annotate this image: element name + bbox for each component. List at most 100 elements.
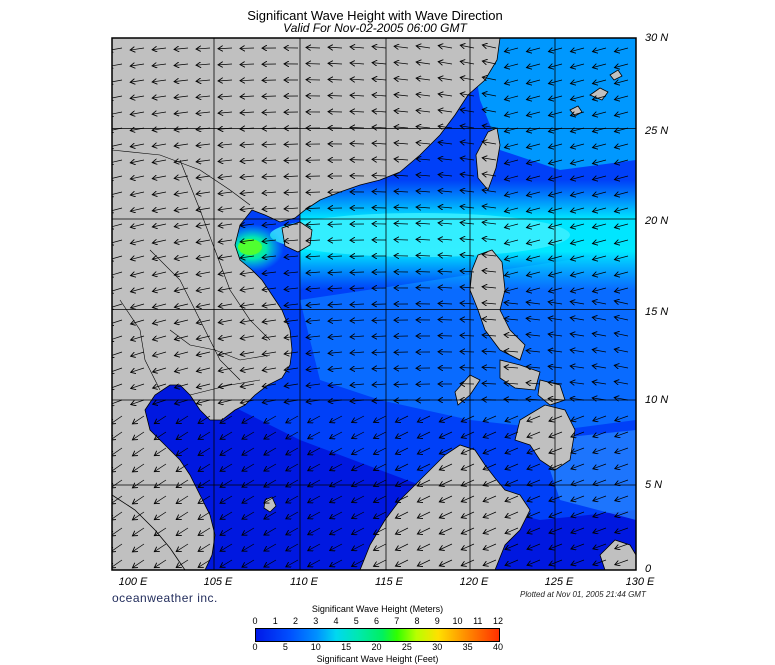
wave-arrow [112, 319, 123, 324]
wave-arrow [505, 559, 519, 565]
wave-arrow [615, 511, 629, 517]
wave-arrow [570, 334, 585, 336]
wave-arrow [132, 479, 145, 488]
wave-arrow [592, 366, 607, 368]
wave-arrow [196, 48, 211, 49]
meter-tick: 1 [272, 616, 278, 626]
wave-arrow [218, 80, 233, 81]
wave-arrow [614, 176, 629, 180]
wave-arrow [196, 352, 211, 355]
wave-arrow [526, 302, 541, 304]
wave-arrow [174, 320, 189, 323]
wave-arrow [153, 352, 167, 356]
wave-arrow [154, 479, 167, 488]
wave-arrow [306, 224, 321, 225]
wave-arrow [548, 128, 563, 132]
wave-arrow [460, 206, 475, 208]
wave-arrow [350, 400, 365, 401]
wave-arrow [286, 415, 299, 423]
wave-arrow [262, 400, 277, 403]
wave-arrow [328, 272, 343, 273]
wave-arrow [593, 543, 607, 549]
wave-arrow [152, 80, 167, 82]
wave-arrow [549, 415, 563, 421]
wave-arrow [548, 334, 563, 336]
wave-arrow [395, 479, 409, 486]
wave-arrow [526, 192, 541, 196]
wave-arrow [262, 304, 277, 306]
wave-arrow [308, 463, 321, 471]
wave-arrow [328, 400, 343, 402]
wave-arrow [416, 255, 431, 256]
wave-arrow [152, 160, 167, 163]
wave-arrow [112, 335, 123, 340]
lon-label-120e: 120 E [459, 576, 489, 588]
wave-arrow [571, 415, 585, 421]
wave-arrow [112, 160, 123, 163]
wave-arrow [196, 256, 211, 259]
wave-arrow [220, 511, 233, 519]
wave-arrow [176, 447, 189, 456]
wave-arrow [439, 447, 453, 454]
wave-arrow [461, 447, 475, 454]
wave-arrow [482, 77, 497, 80]
wave-arrow [438, 255, 453, 256]
wave-arrow [438, 94, 453, 96]
wave-arrow [548, 288, 563, 292]
wave-arrow [549, 447, 563, 453]
wave-arrow [196, 208, 211, 210]
wave-arrow [306, 256, 321, 257]
wave-arrow [416, 78, 431, 80]
wave-arrow [439, 431, 453, 438]
wave-arrow [196, 176, 211, 178]
wave-arrow [439, 479, 453, 486]
wave-arrow [286, 431, 299, 439]
wave-arrow [549, 495, 563, 501]
wave-arrow [460, 94, 475, 96]
wave-arrow [328, 63, 343, 64]
wave-arrow [112, 128, 123, 131]
wave-arrow [548, 160, 563, 164]
wave-arrow [262, 384, 277, 387]
wave-arrow [240, 352, 255, 355]
wave-arrow [242, 495, 255, 503]
wave-arrow [284, 384, 299, 386]
wave-arrow [218, 256, 233, 258]
wave-arrow [438, 126, 453, 128]
wave-arrow [549, 479, 563, 485]
wave-arrow [372, 79, 387, 80]
wave-arrow [570, 318, 585, 320]
wave-arrow [570, 192, 585, 196]
wave-arrow [240, 368, 255, 371]
wave-arrow [308, 543, 321, 551]
wave-arrow [460, 142, 475, 144]
wave-arrow [417, 431, 431, 438]
wave-arrow [330, 415, 343, 423]
wave-arrow [306, 400, 321, 402]
wave-arrow [374, 511, 387, 518]
wave-arrow [131, 335, 145, 340]
wave-arrow [614, 317, 629, 320]
wave-arrow [306, 240, 321, 241]
wave-arrow [284, 176, 299, 177]
wave-arrow [198, 463, 211, 471]
wave-arrow [132, 431, 145, 440]
wave-arrow [417, 511, 431, 518]
wave-arrow [592, 128, 607, 132]
wave-arrow [482, 93, 497, 96]
wave-arrow [350, 288, 365, 289]
wave-arrow [112, 303, 123, 308]
wave-arrow [614, 288, 629, 292]
wave-arrow [548, 224, 563, 228]
wave-arrow [570, 240, 585, 244]
wave-arrow [154, 559, 167, 568]
wave-arrow [570, 301, 585, 304]
wave-arrow [286, 511, 299, 519]
sumatra-island [112, 494, 186, 570]
wave-arrow [240, 224, 255, 226]
wave-arrow [284, 240, 299, 241]
meter-tick: 9 [434, 616, 440, 626]
wave-arrow [504, 399, 519, 400]
wave-arrow [176, 479, 189, 488]
wave-arrow [548, 112, 563, 116]
